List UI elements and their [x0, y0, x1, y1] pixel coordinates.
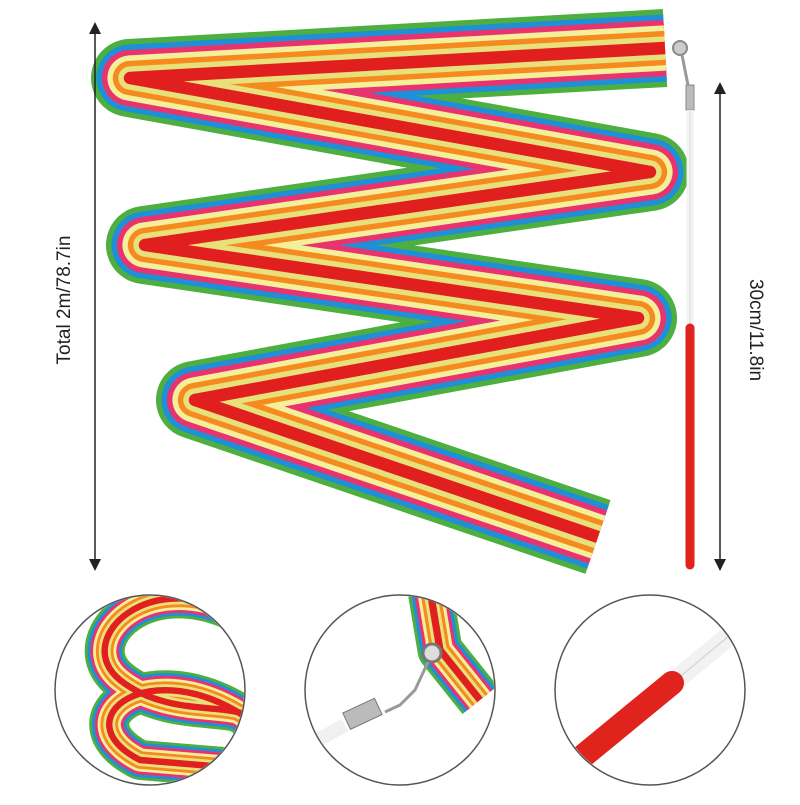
ribbon-length-label: Total 2m/78.7in: [54, 236, 75, 365]
stick-length-label: 30cm/11.8in: [745, 279, 766, 381]
detail-stick: [556, 600, 744, 784]
detail-circle: [554, 594, 746, 786]
ribbon-stripe: [101, 596, 244, 774]
detail-ribbon: [84, 596, 244, 784]
detail-clip: [306, 596, 494, 757]
stick: [672, 40, 695, 570]
ribbon: [91, 9, 689, 574]
detail-circle: [304, 594, 496, 786]
ribbon-stripe: [123, 41, 666, 543]
detail-circle: [54, 594, 246, 786]
